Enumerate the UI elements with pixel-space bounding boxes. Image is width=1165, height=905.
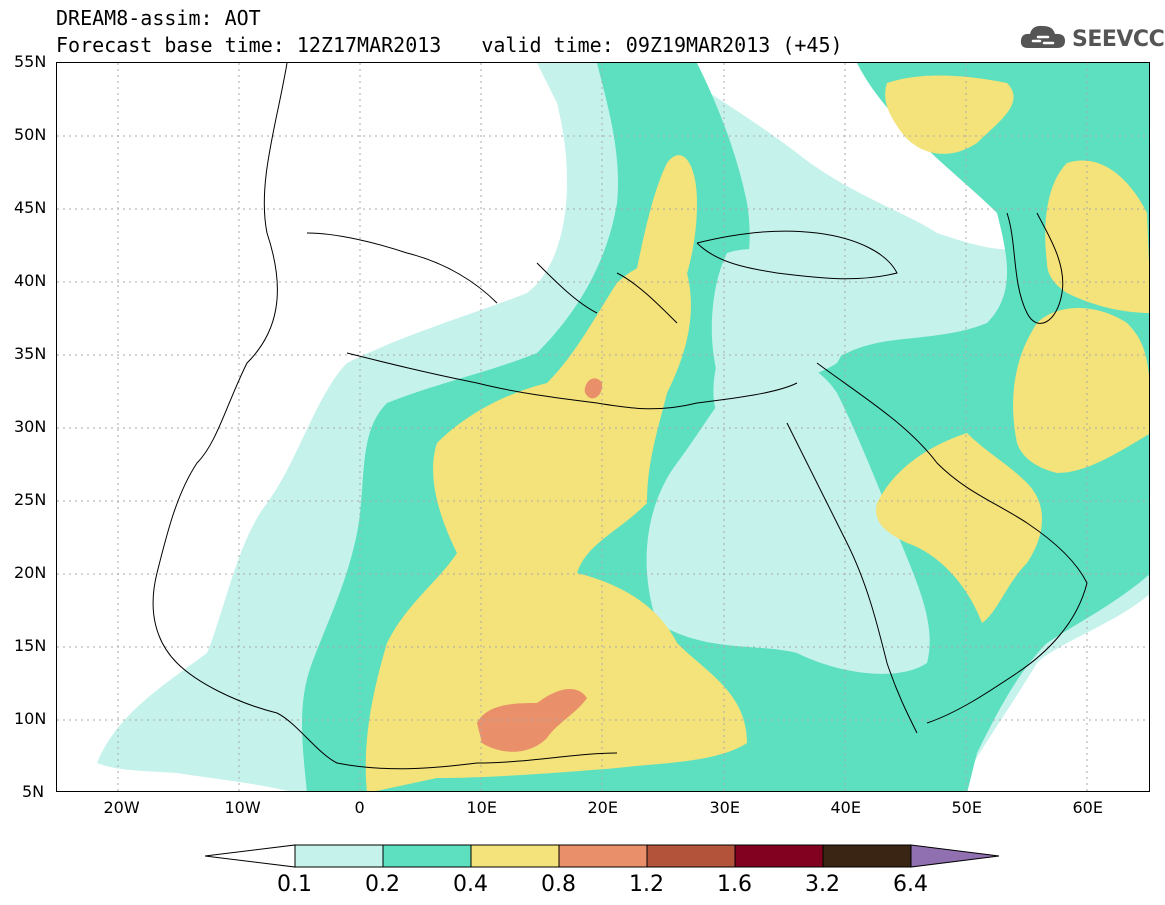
aot-contour-0.4-balkans: [632, 155, 697, 321]
lat-label: 50N: [14, 125, 47, 144]
lat-label: 15N: [14, 636, 47, 655]
colorbar-segment: [294, 844, 384, 868]
aot-contour-0.4-arabia: [876, 433, 1042, 623]
lon-label: 40E: [830, 798, 861, 817]
lon-label: 60E: [1072, 798, 1103, 817]
cloud-icon: [1018, 22, 1068, 56]
colorbar-level-label: 1.2: [629, 872, 664, 897]
colorbar-level-label: 0.4: [453, 872, 488, 897]
colorbar-level-label: 6.4: [893, 872, 928, 897]
aot-map: [56, 62, 1150, 792]
lat-label: 25N: [14, 490, 47, 509]
colorbar-under-triangle: [204, 844, 296, 868]
map-title: DREAM8-assim: AOT: [56, 6, 261, 30]
aot-contour-0.4-north: [885, 75, 1014, 154]
lat-label: 20N: [14, 563, 47, 582]
coastline-black-sea: [696, 230, 898, 280]
lat-label: 10N: [14, 709, 47, 728]
colorbar-level-label: 0.2: [365, 872, 400, 897]
coastline-caspian: [1006, 212, 1064, 324]
lat-label: 5N: [22, 782, 45, 801]
aot-contour-0.4-sahara: [365, 262, 747, 791]
lon-label: 20W: [103, 798, 140, 817]
colorbar-level-label: 0.8: [541, 872, 576, 897]
coastline-red-sea: [786, 422, 918, 734]
coastline-arabia: [816, 362, 1088, 724]
colorbar-level-label: 1.6: [717, 872, 752, 897]
forecast-base-time: Forecast base time: 12Z17MAR2013: [56, 33, 442, 57]
lon-label: 20E: [587, 798, 618, 817]
colorbar-segment: [382, 844, 472, 868]
aot-low-egypt: [646, 359, 930, 674]
seevccc-logo: SEEVCCC: [1018, 22, 1165, 56]
logo-text: SEEVCCC: [1072, 26, 1165, 52]
colorbar-level-label: 0.1: [277, 872, 312, 897]
colorbar: [204, 843, 1005, 877]
lon-label: 50E: [951, 798, 982, 817]
lat-label: 35N: [14, 344, 47, 363]
colorbar-segment: [822, 844, 912, 868]
coastline-europe: [306, 232, 678, 324]
lat-label: 45N: [14, 198, 47, 217]
lon-label: 10E: [466, 798, 497, 817]
lat-label: 55N: [14, 52, 47, 71]
colorbar-segment: [646, 844, 736, 868]
lat-label: 40N: [14, 271, 47, 290]
time-info: Forecast base time: 12Z17MAR2013 valid ti…: [56, 33, 843, 57]
lat-label: 30N: [14, 417, 47, 436]
colorbar-segment: [734, 844, 824, 868]
lon-label: 10W: [224, 798, 261, 817]
aot-contour-0.4-caspian: [1045, 160, 1149, 313]
lon-label: 30E: [709, 798, 740, 817]
valid-time: valid time: 09Z19MAR2013 (+45): [481, 33, 843, 57]
colorbar-segment: [558, 844, 648, 868]
coastline-west-africa: [152, 63, 618, 770]
coastline-mediterranean: [346, 352, 798, 410]
lon-label: 0: [354, 798, 365, 817]
aot-contour-0.4-iran: [1013, 308, 1149, 473]
colorbar-segment: [470, 844, 560, 868]
colorbar-level-label: 3.2: [805, 872, 840, 897]
aot-contour-0.8-libya: [584, 378, 603, 399]
colorbar-over-triangle: [910, 844, 1000, 868]
